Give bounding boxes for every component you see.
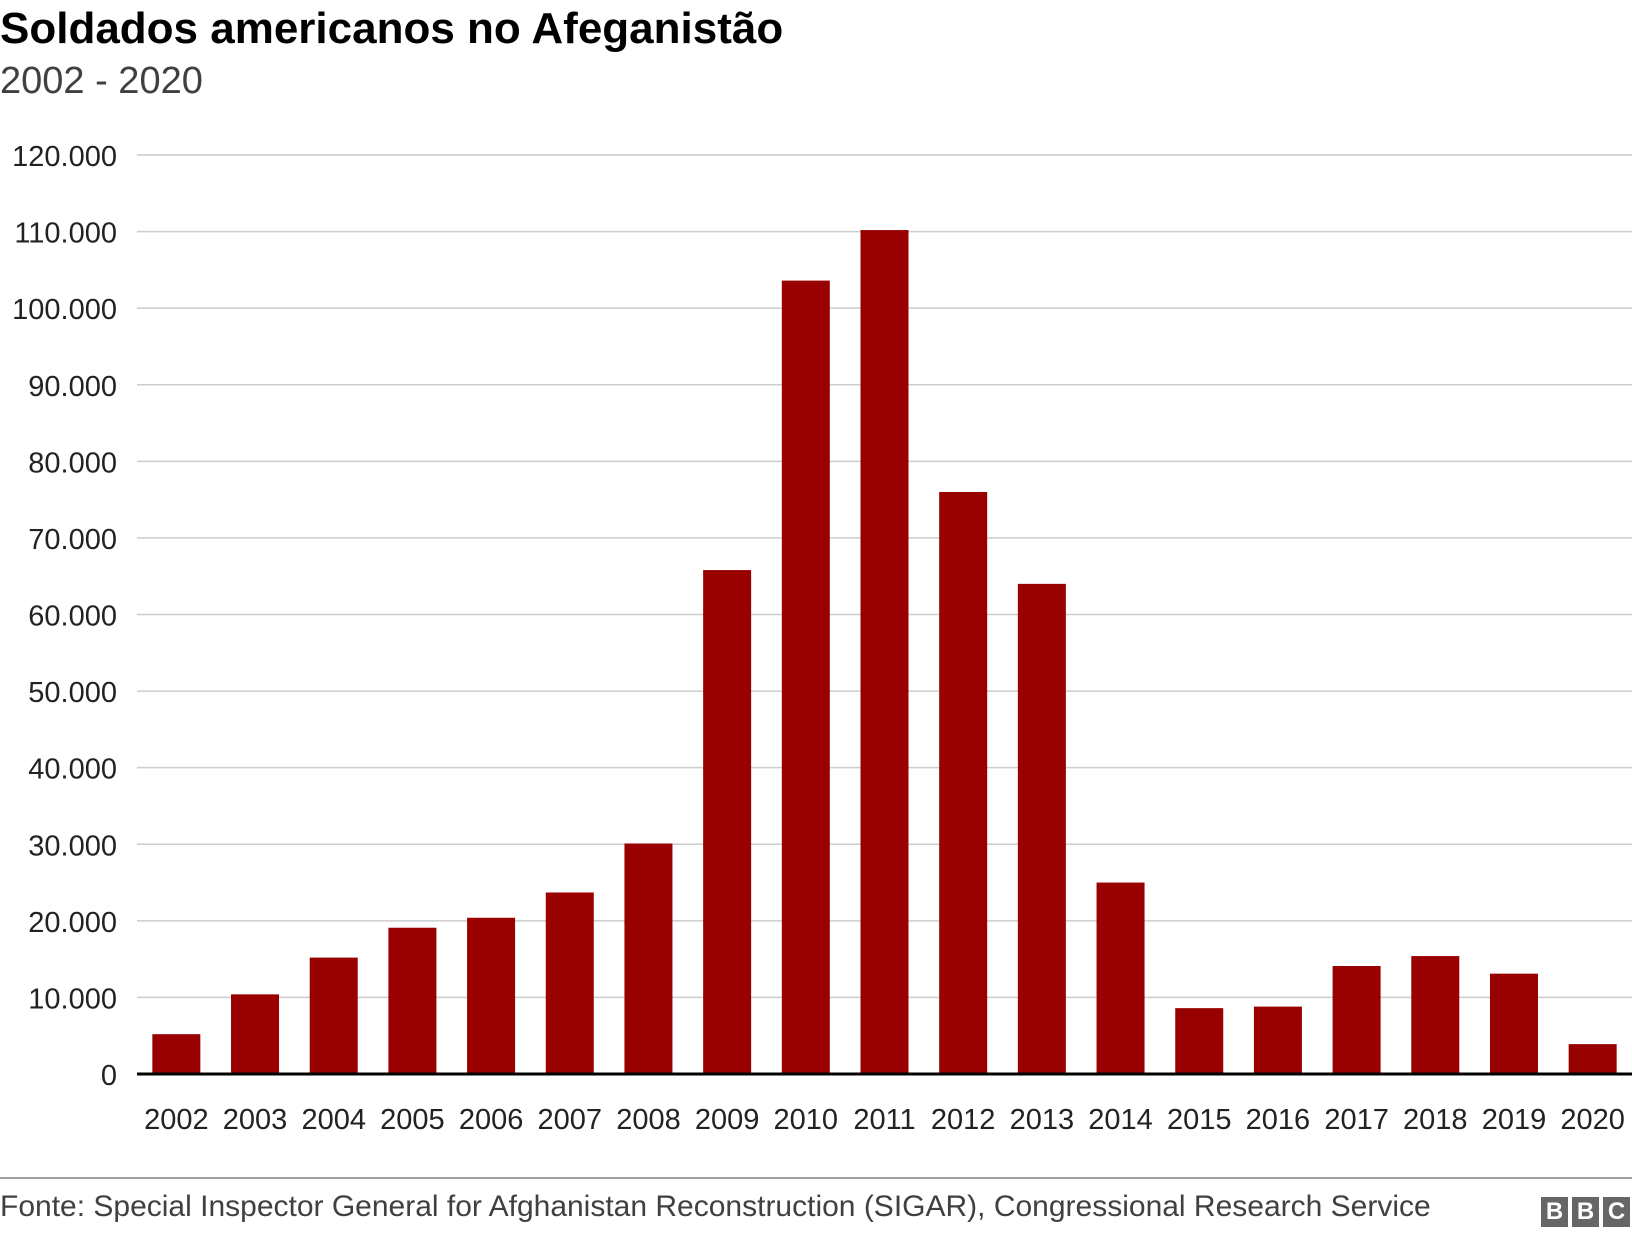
- y-axis-tick-labels: 0 10.000 20.000 30.000 40.000 50.000 60.000 70.…: [12, 141, 117, 1092]
- x-tick-label: 2008: [616, 1104, 681, 1136]
- x-axis-tick-labels: 2002 2003 2004 2005 2006 2007 2008 2009 2010 2011…: [144, 1104, 1625, 1136]
- x-tick-label: 2017: [1324, 1104, 1389, 1136]
- x-tick-label: 2002: [144, 1104, 209, 1136]
- y-tick-label: 40.000: [28, 754, 117, 786]
- x-tick-label: 2009: [695, 1104, 760, 1136]
- bar-2018: [1411, 956, 1460, 1074]
- x-tick-label: 2015: [1167, 1104, 1232, 1136]
- footer-divider: [0, 1177, 1632, 1179]
- bar-2007: [545, 892, 594, 1074]
- x-tick-label: 2005: [380, 1104, 445, 1136]
- bar-chart: 0 10.000 20.000 30.000 40.000 50.000 60.000 70.…: [12, 141, 1632, 1136]
- y-tick-label: 50.000: [28, 677, 117, 709]
- y-tick-label: 10.000: [28, 983, 117, 1015]
- bar-2006: [467, 917, 516, 1074]
- x-tick-label: 2014: [1088, 1104, 1153, 1136]
- source-note: Fonte: Special Inspector General for Afg…: [0, 1190, 1431, 1223]
- x-tick-label: 2010: [774, 1104, 839, 1136]
- bar-2012: [939, 491, 988, 1074]
- x-tick-label: 2018: [1403, 1104, 1468, 1136]
- y-tick-label: 110.000: [14, 218, 117, 250]
- bbc-logo-letter: C: [1603, 1197, 1630, 1227]
- bar-2010: [781, 280, 830, 1074]
- y-tick-label: 0: [101, 1060, 117, 1092]
- x-tick-label: 2011: [853, 1104, 915, 1136]
- x-tick-label: 2016: [1246, 1104, 1311, 1136]
- bbc-logo-letter: B: [1572, 1197, 1599, 1227]
- chart-subtitle: 2002 - 2020: [0, 60, 203, 102]
- bar-2015: [1175, 1008, 1224, 1074]
- bar-2004: [309, 957, 358, 1074]
- bar-2019: [1489, 973, 1538, 1074]
- y-tick-label: 100.000: [12, 294, 117, 326]
- bar-2009: [703, 570, 752, 1074]
- y-tick-label: 60.000: [28, 601, 117, 633]
- y-tick-label: 120.000: [12, 141, 117, 173]
- y-tick-label: 70.000: [28, 524, 117, 556]
- bar-2016: [1253, 1006, 1302, 1074]
- bar-2020: [1568, 1044, 1617, 1074]
- x-tick-label: 2003: [223, 1104, 288, 1136]
- x-tick-label: 2006: [459, 1104, 524, 1136]
- x-tick-label: 2007: [538, 1104, 603, 1136]
- y-tick-label: 80.000: [28, 447, 117, 479]
- x-tick-label: 2019: [1482, 1104, 1547, 1136]
- bar-2008: [624, 843, 673, 1074]
- y-tick-label: 90.000: [28, 371, 117, 403]
- bbc-logo-letter: B: [1541, 1197, 1568, 1227]
- bar-2013: [1017, 583, 1066, 1074]
- bar-2005: [388, 927, 437, 1074]
- bar-2017: [1332, 966, 1381, 1074]
- y-tick-label: 20.000: [28, 907, 117, 939]
- y-tick-label: 30.000: [28, 830, 117, 862]
- bar-2014: [1096, 882, 1145, 1074]
- x-tick-label: 2012: [931, 1104, 996, 1136]
- bars: [152, 230, 1617, 1075]
- x-tick-label: 2004: [301, 1104, 366, 1136]
- bar-2002: [152, 1034, 201, 1074]
- bar-2011: [860, 230, 909, 1075]
- bbc-logo: B B C: [1541, 1197, 1630, 1227]
- chart-title: Soldados americanos no Afeganistão: [0, 4, 784, 53]
- x-tick-label: 2020: [1560, 1104, 1625, 1136]
- bar-2003: [231, 994, 280, 1074]
- x-tick-label: 2013: [1010, 1104, 1075, 1136]
